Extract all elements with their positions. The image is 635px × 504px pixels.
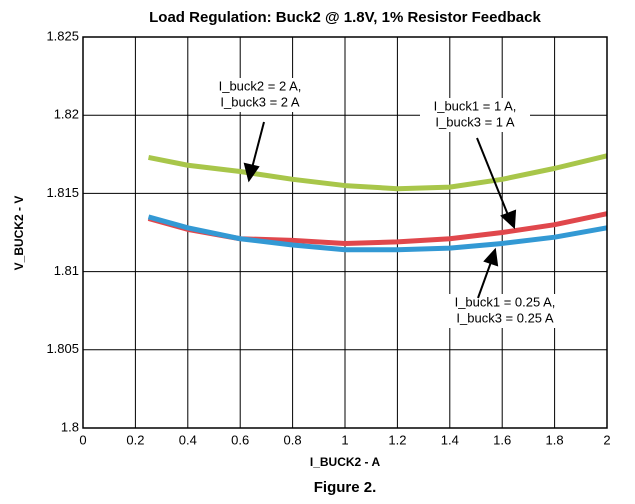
series-label: I_buck1 = 1 A, (434, 98, 517, 113)
y-tick-label: 1.8 (61, 419, 79, 434)
label-background (200, 78, 320, 112)
x-tick-label: 0 (79, 432, 86, 447)
label-background (420, 98, 530, 132)
plot-frame (82, 36, 608, 429)
series-label: I_buck1 = 0.25 A, (455, 294, 556, 309)
y-tick-label: 1.82 (54, 107, 79, 122)
series-label: I_buck3 = 0.25 A (456, 310, 554, 325)
x-tick-label: 0.2 (126, 432, 144, 447)
arrow-head (243, 162, 260, 183)
y-axis-label: V_BUCK2 - V (12, 196, 26, 271)
y-tick-label: 1.825 (46, 28, 79, 43)
x-tick-label: 1.2 (388, 432, 406, 447)
annotations: I_buck2 = 2 A,I_buck3 = 2 A I_buck1 = 1 A… (200, 78, 570, 328)
series-line (147, 214, 608, 253)
label-background (440, 294, 570, 328)
series-label: I_buck3 = 1 A (435, 114, 514, 129)
arrow (251, 121, 265, 169)
x-tick-label: 1.6 (493, 432, 511, 447)
lines (147, 153, 608, 253)
series-label: I_buck3 = 2 A (220, 94, 299, 109)
x-tick-label: 0.4 (179, 432, 197, 447)
arrow (477, 261, 492, 299)
x-axis-label: I_BUCK2 - A (310, 455, 381, 469)
arrows (243, 121, 517, 299)
grid (82, 36, 608, 429)
y-tick-label: 1.805 (46, 341, 79, 356)
y-tick-label: 1.81 (54, 263, 79, 278)
x-tick-label: 1.8 (546, 432, 564, 447)
y-tick-label: 1.815 (46, 185, 79, 200)
chart-title: Load Regulation: Buck2 @ 1.8V, 1% Resist… (149, 9, 541, 26)
series-label: I_buck2 = 2 A, (219, 78, 302, 93)
x-tick-label: 1.4 (441, 432, 459, 447)
series-line (148, 153, 608, 192)
x-tick-label: 1 (341, 432, 348, 447)
x-tick-label: 0.8 (284, 432, 302, 447)
arrow (476, 137, 509, 216)
x-tick-label: 2 (603, 432, 610, 447)
arrow-head (483, 247, 499, 267)
caption: Figure 2. (314, 479, 377, 496)
arrow-head (500, 209, 517, 230)
x-tick-label: 0.6 (231, 432, 249, 447)
